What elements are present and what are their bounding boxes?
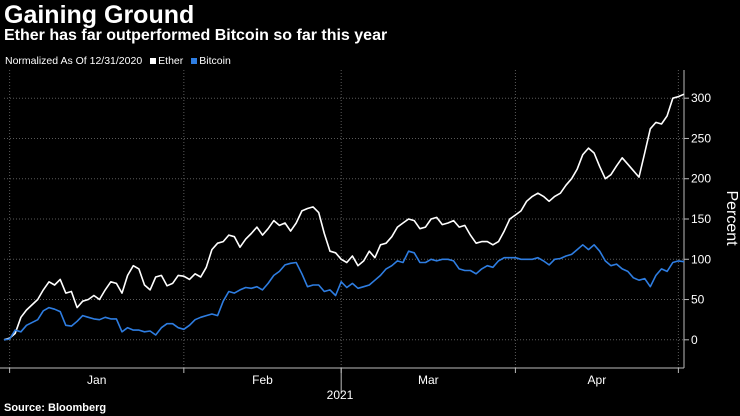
series-line-bitcoin [3,244,685,341]
legend-swatch-bitcoin [191,58,198,64]
source-note: Source: Bloomberg [4,402,107,414]
x-tick-label: Apr [588,373,607,387]
chart-title: Gaining Ground [4,1,195,29]
legend-label-ether: Ether [158,55,184,67]
y-tick-label: 200 [691,172,711,186]
y-tick-label: 250 [691,131,711,145]
x-tick-label: Feb [252,373,273,387]
y-tick-label: 50 [691,293,705,307]
legend-swatch-ether [150,58,157,64]
y-axis-label: Percent [723,190,740,246]
chart-subtitle: Ether has far outperformed Bitcoin so fa… [4,27,388,44]
x-axis-label: 2021 [327,388,354,402]
legend: Normalized As Of 12/31/2020 Ether Bitcoi… [5,55,231,67]
y-tick-label: 100 [691,252,711,266]
legend-label-bitcoin: Bitcoin [199,55,231,67]
x-tick-label: Mar [418,373,439,387]
y-tick-label: 0 [691,333,698,347]
series-line-ether [3,93,685,341]
legend-note: Normalized As Of 12/31/2020 [5,55,143,67]
y-tick-label: 150 [691,212,711,226]
x-tick-label: Jan [87,373,106,387]
y-tick-label: 300 [691,91,711,105]
